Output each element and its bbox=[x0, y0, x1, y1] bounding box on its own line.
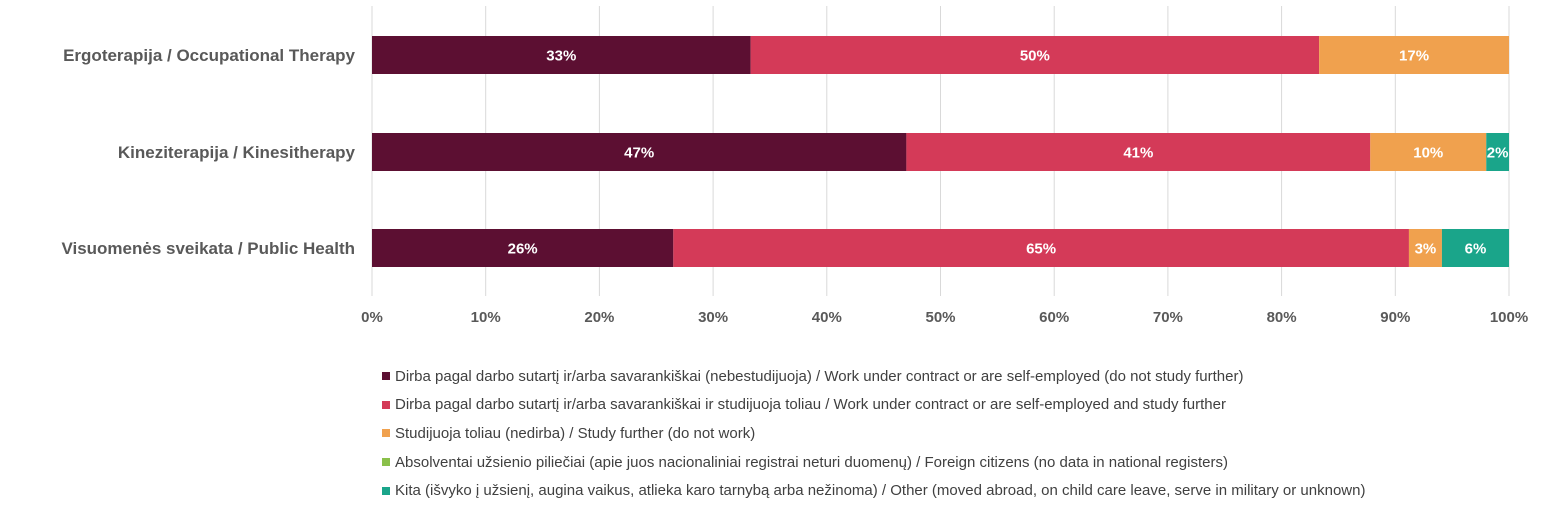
x-tick-label: 10% bbox=[471, 309, 501, 326]
bar-segment bbox=[750, 36, 1320, 74]
data-label: 41% bbox=[1123, 145, 1153, 162]
bar-segment bbox=[372, 36, 751, 74]
x-axis-tick-labels: 0% 10% 20% 30% 40% 50% 60% 70% 80% 90% 100% bbox=[361, 309, 1528, 326]
category-label: Visuomenės sveikata / Public Health bbox=[61, 239, 355, 258]
legend-label: Kita (išvyko į užsienį, augina vaikus, a… bbox=[395, 482, 1366, 500]
legend-label: Dirba pagal darbo sutartį ir/arba savara… bbox=[395, 396, 1226, 414]
data-label: 3% bbox=[1415, 241, 1437, 258]
bar-segment bbox=[372, 229, 674, 267]
data-label: 17% bbox=[1399, 48, 1429, 65]
legend-label: Studijuoja toliau (nedirba) / Study furt… bbox=[395, 424, 756, 442]
bar-segment bbox=[372, 133, 907, 171]
x-tick-label: 40% bbox=[812, 309, 842, 326]
legend-label: Dirba pagal darbo sutartį ir/arba savara… bbox=[395, 367, 1244, 385]
data-label: 26% bbox=[508, 241, 538, 258]
x-tick-label: 70% bbox=[1153, 309, 1183, 326]
bar-segment bbox=[1408, 229, 1442, 267]
legend-swatch bbox=[382, 486, 390, 495]
legend-item: Dirba pagal darbo sutartį ir/arba savara… bbox=[382, 362, 1365, 391]
x-tick-label: 60% bbox=[1039, 309, 1069, 326]
bar-segment bbox=[906, 133, 1371, 171]
category-label: Kineziterapija / Kinesitherapy bbox=[118, 143, 356, 162]
data-label: 33% bbox=[546, 48, 576, 65]
x-tick-label: 100% bbox=[1490, 309, 1528, 326]
legend-item: Studijuoja toliau (nedirba) / Study furt… bbox=[382, 419, 1365, 448]
x-tick-label: 90% bbox=[1380, 309, 1410, 326]
stacked-bar-chart: 33% 50% 17% 47% 41% 10% 2% 26% 65% 3% 6% Ergoterap… bbox=[61, 6, 1528, 326]
legend-swatch bbox=[382, 458, 390, 467]
legend-item: Kita (išvyko į užsienį, augina vaikus, a… bbox=[382, 476, 1365, 505]
legend-item: Dirba pagal darbo sutartį ir/arba savara… bbox=[382, 391, 1365, 420]
bar-segment bbox=[1486, 133, 1509, 171]
category-labels: Ergoterapija / Occupational Therapy Kinez… bbox=[61, 46, 355, 258]
data-label: 2% bbox=[1487, 145, 1509, 162]
category-label: Ergoterapija / Occupational Therapy bbox=[63, 46, 355, 65]
x-tick-label: 50% bbox=[925, 309, 955, 326]
x-tick-label: 30% bbox=[698, 309, 728, 326]
x-tick-label: 80% bbox=[1267, 309, 1297, 326]
bar-segment bbox=[1441, 229, 1509, 267]
data-label: 6% bbox=[1465, 241, 1487, 258]
bars: 33% 50% 17% 47% 41% 10% 2% 26% 65% 3% 6% bbox=[372, 36, 1509, 267]
data-label: 10% bbox=[1413, 145, 1443, 162]
data-label: 50% bbox=[1020, 48, 1050, 65]
x-tick-label: 0% bbox=[361, 309, 383, 326]
bar-segment bbox=[1370, 133, 1487, 171]
legend-item: Absolventai užsienio piliečiai (apie juo… bbox=[382, 448, 1365, 477]
data-label: 65% bbox=[1026, 241, 1056, 258]
legend-swatch bbox=[382, 372, 390, 381]
legend-swatch bbox=[382, 429, 390, 438]
legend-swatch bbox=[382, 400, 390, 409]
x-tick-label: 20% bbox=[584, 309, 614, 326]
legend-label: Absolventai užsienio piliečiai (apie juo… bbox=[395, 453, 1228, 471]
legend: Dirba pagal darbo sutartį ir/arba savara… bbox=[382, 362, 1365, 505]
data-label: 47% bbox=[624, 145, 654, 162]
bar-segment bbox=[673, 229, 1409, 267]
bar-segment bbox=[1319, 36, 1509, 74]
